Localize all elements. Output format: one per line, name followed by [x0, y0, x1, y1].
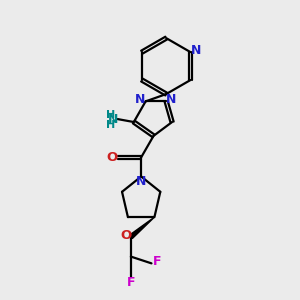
Text: N: N — [190, 44, 201, 57]
Text: H: H — [106, 120, 116, 130]
Text: N: N — [136, 175, 146, 188]
Text: O: O — [120, 230, 131, 242]
Text: F: F — [127, 276, 135, 289]
Text: N: N — [166, 93, 177, 106]
Text: N: N — [108, 113, 119, 126]
Polygon shape — [129, 217, 155, 238]
Text: N: N — [135, 93, 146, 106]
Text: O: O — [106, 151, 117, 164]
Text: F: F — [152, 255, 161, 268]
Text: H: H — [106, 110, 116, 120]
